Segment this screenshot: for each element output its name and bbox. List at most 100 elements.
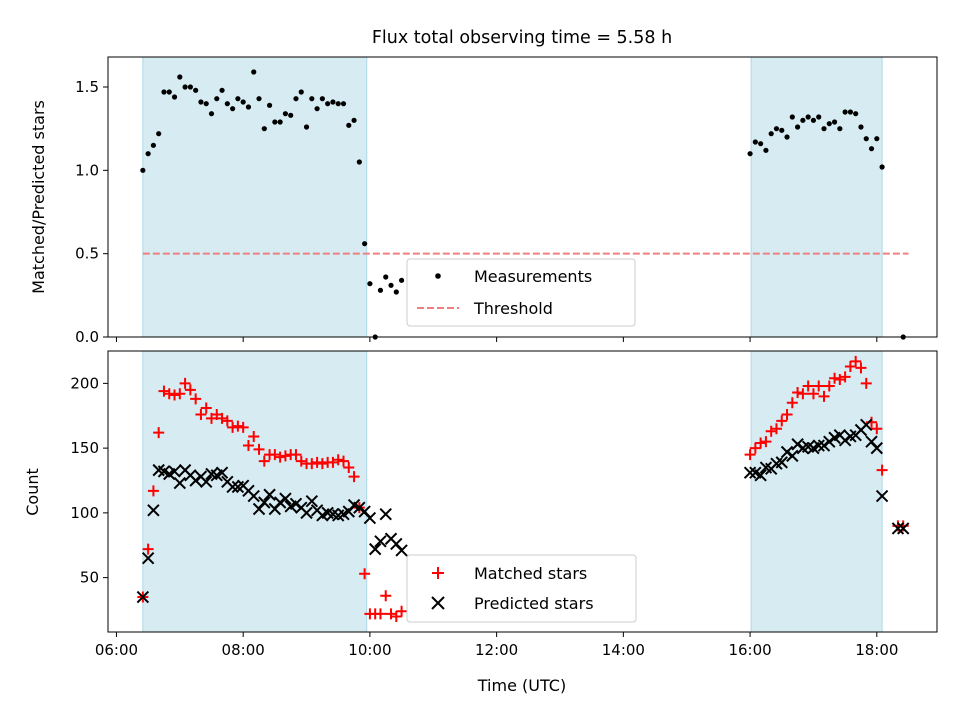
measurement-point	[388, 282, 394, 288]
measurement-point	[171, 94, 178, 100]
predicted-star-point	[300, 506, 313, 520]
matched-star-point	[823, 380, 835, 392]
matched-star-point	[374, 608, 386, 620]
matched-star-point	[258, 455, 270, 467]
measurement-point	[156, 131, 162, 137]
matched-star-point	[348, 471, 360, 483]
count-panel: 06:00 08:00 10:00 12:00 14:00 16:00 18:00 50 10…	[23, 350, 938, 659]
measurement-point	[177, 74, 183, 80]
predicted-star-point	[786, 449, 799, 463]
matched-star-point	[248, 430, 260, 442]
x-tick-label: 08:00	[222, 641, 265, 659]
measurement-point	[752, 139, 758, 145]
matched-star-point	[184, 384, 196, 396]
measurement-point	[784, 134, 790, 140]
measurement-point	[831, 119, 838, 125]
matched-star-point	[749, 442, 761, 454]
matched-star-point	[797, 388, 809, 400]
matched-star-point	[327, 456, 339, 468]
y-tick-label: 50	[80, 569, 99, 587]
matched-star-point	[153, 427, 165, 439]
measurement-point	[187, 84, 193, 90]
predicted-star-point	[860, 418, 873, 432]
predicted-star-point	[395, 544, 408, 557]
x-tick-label: 12:00	[475, 641, 518, 659]
measurement-point	[245, 104, 252, 110]
matched-star-point	[765, 425, 777, 437]
count-legend: Matched stars Predicted stars	[406, 554, 637, 623]
matched-star-point	[876, 464, 888, 476]
measurement-point	[309, 96, 315, 102]
predicted-legend-label: Predicted stars	[474, 594, 594, 613]
x-tick-label: 18:00	[855, 641, 898, 659]
matched-star-point	[786, 397, 798, 409]
y-tick-label: 0.5	[75, 245, 99, 263]
matched-star-point	[337, 455, 349, 467]
measurement-point	[314, 106, 320, 112]
measurement-point	[298, 89, 304, 95]
count-x-ticks: 06:00 08:00 10:00 12:00 14:00 16:00 18:00	[95, 632, 898, 659]
matched-star-point	[860, 377, 872, 389]
measurement-point	[863, 136, 869, 142]
measurement-point	[161, 89, 167, 95]
matched-star-point	[227, 421, 239, 433]
predicted-star-point	[258, 496, 271, 509]
ratio-panel: 0.0 0.5 1.0 1.5 Matched/Predicted stars Mea…	[29, 56, 938, 346]
measurement-point	[193, 87, 199, 93]
measurement-point	[362, 241, 368, 247]
matched-legend-label: Matched stars	[474, 564, 587, 583]
matched-star-point	[190, 393, 202, 405]
matched-star-point	[802, 380, 814, 392]
matched-star-point	[776, 415, 788, 427]
matched-star-point	[807, 388, 819, 400]
measurement-point	[842, 109, 848, 115]
predicted-star-point	[173, 476, 187, 490]
matched-star-point	[770, 423, 782, 435]
measurement-point	[303, 124, 310, 130]
measurement-point	[203, 101, 209, 107]
matched-star-point	[147, 485, 159, 497]
ratio-y-label: Matched/Predicted stars	[29, 100, 48, 294]
measurement-point	[773, 126, 780, 132]
matched-star-point	[237, 421, 249, 433]
measurement-point	[768, 131, 774, 137]
predicted-star-point	[812, 439, 825, 452]
matched-star-point	[306, 458, 318, 470]
predicted-star-point	[141, 551, 155, 565]
matched-star-point	[396, 605, 408, 617]
measurement-point	[816, 114, 822, 120]
measurement-point	[810, 117, 817, 123]
measurement-point	[383, 274, 389, 280]
ratio-legend-box	[406, 258, 636, 327]
measurement-points	[140, 69, 906, 340]
measurement-point	[330, 99, 336, 105]
predicted-legend-marker	[431, 596, 445, 610]
measurement-point	[763, 147, 769, 153]
measurements-legend-marker	[435, 273, 441, 279]
matched-star-point	[850, 355, 862, 367]
ratio-legend: Measurements Threshold	[406, 258, 636, 327]
measurement-point	[198, 99, 204, 105]
measurement-point	[853, 111, 859, 117]
measurement-point	[821, 126, 827, 132]
matched-star-point	[232, 420, 244, 432]
matched-star-point	[792, 386, 804, 398]
measurement-point	[256, 96, 262, 102]
matched-star-point	[380, 590, 392, 602]
predicted-star-point	[305, 495, 319, 508]
predicted-star-point	[891, 522, 905, 535]
predicted-star-point	[247, 489, 260, 503]
measurement-point	[140, 167, 146, 173]
matched-star-point	[316, 458, 328, 470]
count-y-label: Count	[23, 468, 42, 516]
predicted-star-point	[368, 542, 382, 556]
measurement-point	[351, 117, 357, 123]
measurement-point	[879, 164, 885, 170]
predicted-star-point	[279, 492, 292, 505]
measurement-point	[214, 96, 220, 102]
matched-star-point	[295, 455, 307, 467]
matched-star-point	[844, 361, 856, 373]
matched-star-point	[834, 373, 846, 385]
predicted-star-point	[363, 511, 377, 525]
measurement-point	[293, 96, 299, 102]
